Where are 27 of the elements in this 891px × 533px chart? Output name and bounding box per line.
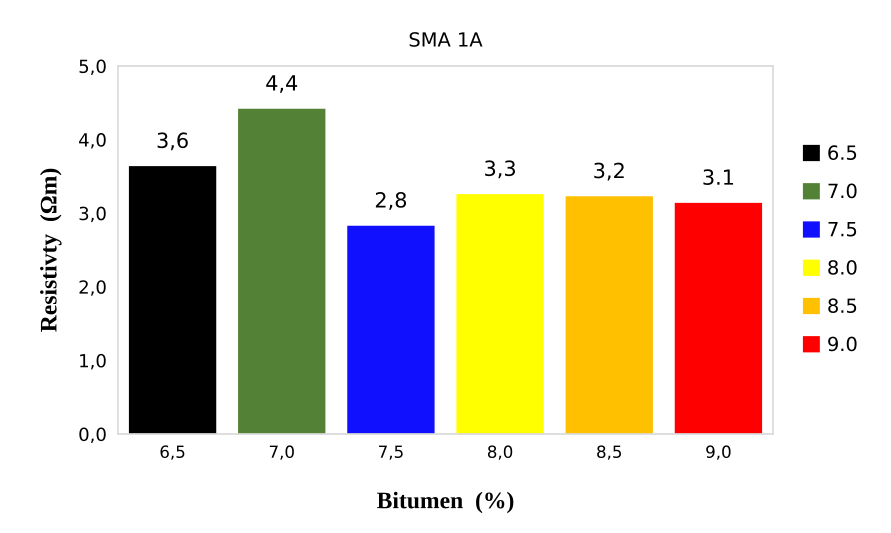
y-tick-label: 5,0 — [80, 59, 106, 75]
data-label: 3.1 — [703, 169, 734, 185]
y-tick-label: 2,0 — [80, 280, 106, 296]
data-label: 3,2 — [594, 162, 624, 180]
legend-label: 8.0 — [828, 260, 857, 275]
x-tick-label: 8,5 — [597, 445, 622, 460]
x-tick-label: 7,5 — [379, 446, 403, 460]
data-label: 3,3 — [485, 160, 515, 178]
y-tick-label: 1,0 — [80, 354, 106, 370]
y-tick-label: 3,0 — [80, 206, 106, 222]
legend-label: 6.5 — [828, 145, 856, 160]
x-tick-label: 8,0 — [488, 445, 512, 460]
legend-label: 7.5 — [828, 222, 856, 237]
x-axis-title: Bitumen (%) — [377, 492, 514, 514]
x-tick-label: 6,5 — [160, 445, 184, 460]
legend-label: 8.5 — [828, 298, 856, 314]
x-tick-label: 7,0 — [270, 445, 294, 460]
legend-label: 9.0 — [828, 336, 857, 352]
y-tick-label: 0,0 — [79, 427, 106, 443]
y-axis-title: Resistivty (Ωm) — [40, 168, 62, 332]
data-label: 3,6 — [158, 132, 188, 150]
x-tick-label: 9,0 — [706, 445, 731, 460]
data-label: 2,8 — [376, 192, 406, 210]
data-label: 4,4 — [266, 75, 298, 93]
legend-label: 7.0 — [828, 184, 857, 198]
y-tick-label: 4,0 — [79, 133, 106, 149]
chart-title: SMA 1A — [410, 32, 482, 47]
